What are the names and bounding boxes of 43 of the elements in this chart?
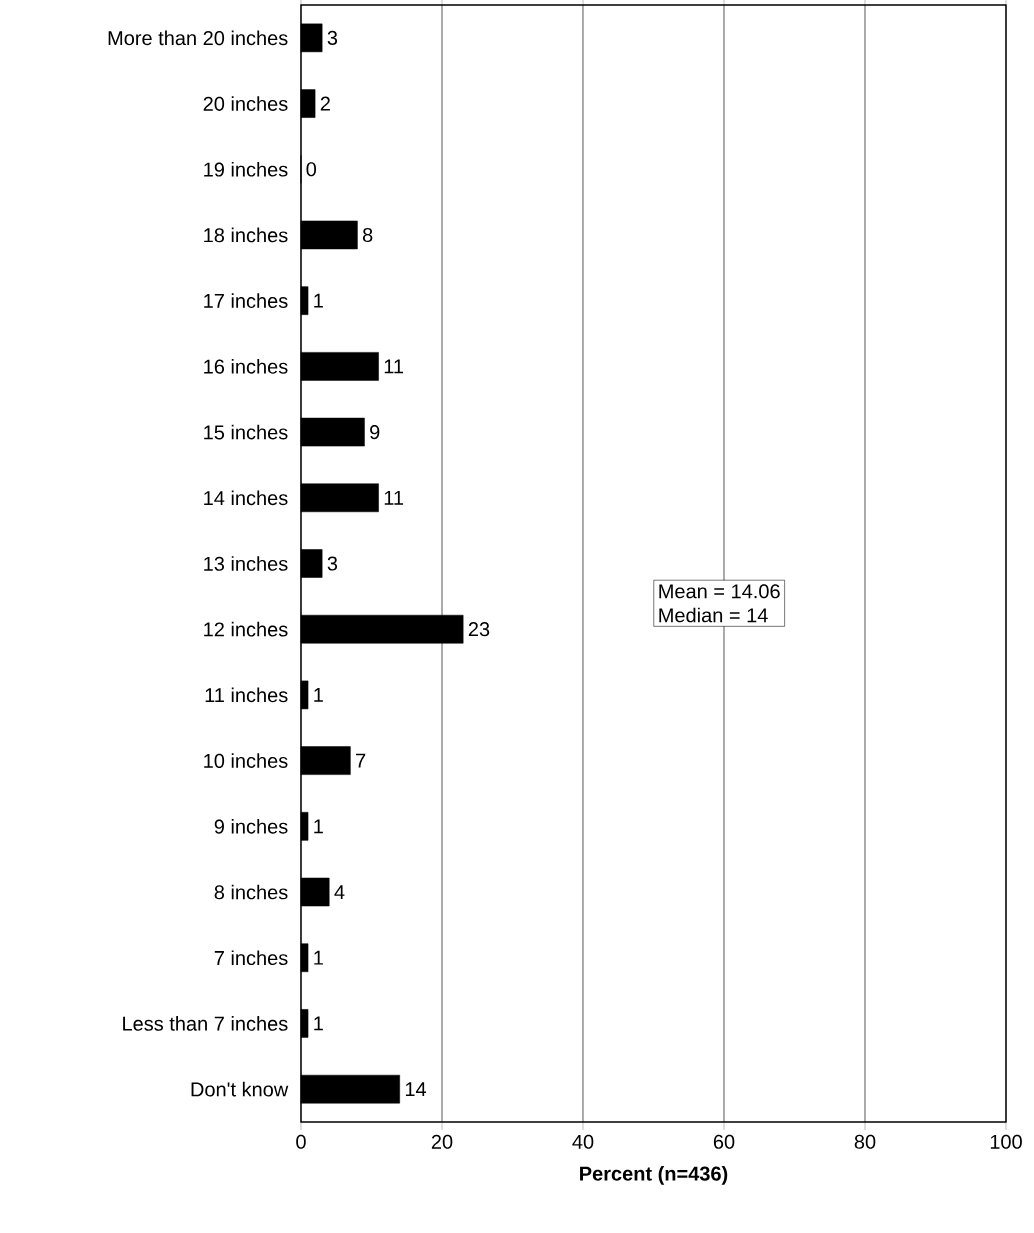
data-label: 3 [327, 30, 338, 45]
y-tick-label: 15 inches [204, 424, 288, 440]
y-tick-label: 17 inches [204, 293, 288, 309]
data-label: 11 [384, 359, 404, 374]
annotation: Median = 14 [659, 607, 768, 623]
y-tick-label: 10 inches [204, 753, 288, 768]
data-label: 14 [405, 1082, 427, 1097]
data-label: 4 [334, 885, 345, 899]
y-tick-label: Less than 7 inches [123, 1016, 288, 1031]
data-label: 1 [314, 1016, 323, 1031]
y-tick-label: 12 inches [204, 621, 288, 637]
annotation: Mean = 14.06 [659, 584, 780, 599]
x-tick-label: 0 [296, 1134, 306, 1149]
y-tick-label: 19 inches [204, 161, 288, 177]
y-tick-label: 7 inches [214, 950, 288, 966]
x-tick-label: 100 [990, 1134, 1022, 1149]
data-label: 1 [314, 293, 323, 308]
data-label: 1 [314, 688, 323, 702]
y-tick-label: 13 inches [204, 556, 288, 571]
y-tick-label: More than 20 inches [108, 30, 288, 46]
y-tick-label: 8 inches [214, 884, 288, 900]
data-label: 23 [468, 622, 490, 637]
x-tick-label: 20 [431, 1134, 453, 1149]
y-tick-label: 11 inches [205, 687, 288, 703]
data-label: 3 [327, 556, 338, 571]
data-label: 1 [314, 950, 323, 965]
data-label: 1 [314, 819, 323, 834]
y-tick-label: 16 inches [204, 359, 288, 374]
y-tick-label: 18 inches [204, 227, 288, 243]
x-axis-title: Percent (n=436) [580, 1166, 728, 1185]
y-tick-label: 20 inches [203, 96, 288, 111]
data-label: 11 [384, 490, 404, 505]
data-label: 8 [362, 227, 373, 243]
y-tick-label: 9 inches [214, 818, 288, 834]
data-label: 9 [370, 425, 380, 440]
x-tick-label: 80 [854, 1134, 876, 1149]
x-tick-label: 60 [713, 1134, 735, 1149]
x-tick-label: 40 [572, 1134, 594, 1149]
data-label: 7 [356, 753, 366, 768]
y-tick-label: Don't know [191, 1081, 289, 1097]
data-label: 0 [306, 162, 317, 177]
data-label: 2 [320, 96, 330, 111]
y-tick-label: 14 inches [204, 490, 288, 506]
